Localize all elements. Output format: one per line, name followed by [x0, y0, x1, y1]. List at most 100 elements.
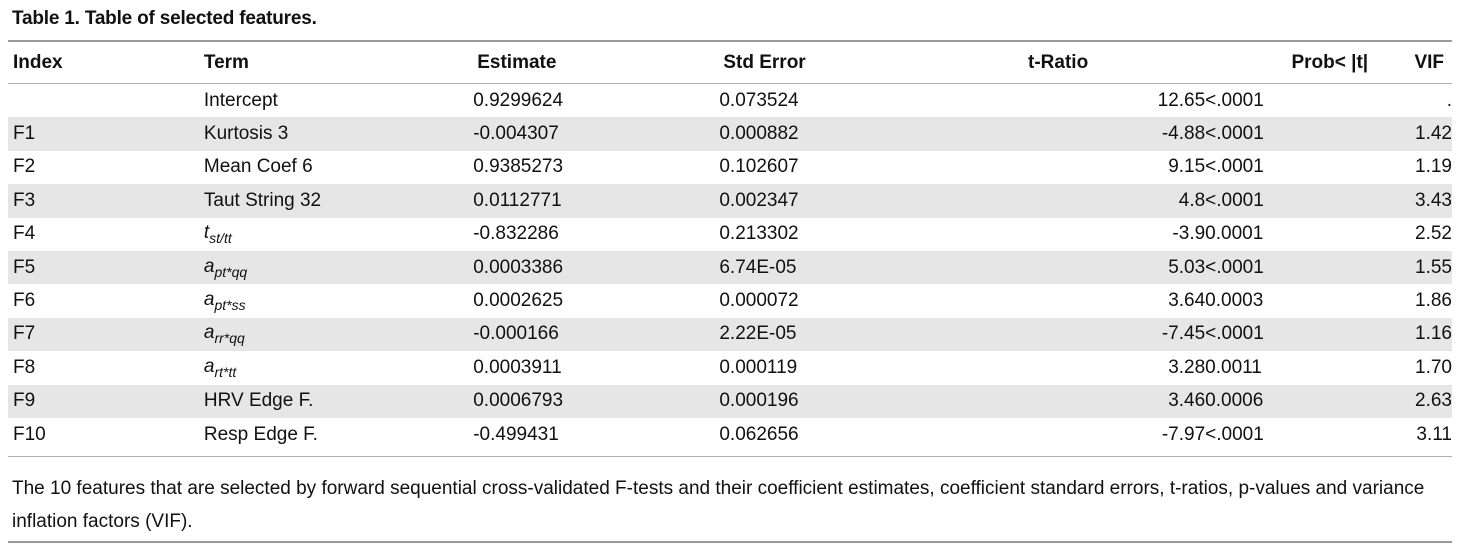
term-cell: tst/tt — [204, 218, 473, 251]
estimate-cell: 0.0002625 — [473, 290, 564, 312]
std-error-cell: 0.000072 — [719, 290, 799, 312]
index-cell: F8 — [13, 356, 36, 378]
estimate-cell: 0.0112771 — [473, 189, 562, 211]
table-row: F3 Taut String 32 0.0112771 0.002347 4.8 <.0… — [8, 184, 1452, 218]
term-symbol: t — [203, 222, 210, 244]
term-subscript: pt*ss — [214, 297, 246, 314]
t-ratio-cell: 9.15 — [1168, 156, 1206, 178]
vif-cell: 1.70 — [1415, 356, 1452, 378]
estimate-cell: -0.832286 — [473, 223, 559, 245]
t-ratio-cell: -7.45 — [1161, 323, 1206, 345]
t-ratio-cell: 5.03 — [1168, 256, 1206, 278]
header-term: Term — [203, 51, 249, 73]
header-vif: VIF — [1414, 51, 1444, 73]
table-row: F1 Kurtosis 3 -0.004307 0.000882 -4.88 <.0001… — [8, 117, 1452, 151]
table-row: Intercept 0.9299624 0.073524 12.65 <.0001. — [8, 84, 1452, 118]
t-ratio-cell: -7.97 — [1161, 423, 1206, 445]
table-row: F2 Mean Coef 6 0.9385273 0.102607 9.15 <.000… — [8, 151, 1452, 184]
vif-cell: 1.16 — [1415, 323, 1452, 345]
term-cell: HRV Edge F. — [203, 390, 314, 412]
table-caption: Table 1. Table of selected features. — [12, 8, 317, 29]
term-cell: art*tt — [204, 351, 473, 384]
table-row: F6 apt*ss 0.0002625 0.000072 3.64 0.0003 1.86 — [8, 284, 1452, 317]
estimate-cell: 0.9299624 — [473, 89, 564, 111]
term-subscript: pt*qq — [214, 263, 248, 280]
table-row: F8 art*tt 0.0003911 0.000119 3.28 0.0011 1.70 — [8, 351, 1452, 384]
table-row: F4 tst/tt -0.832286 0.213302 -3.9 0.0001 2.52 — [8, 218, 1452, 251]
index-cell: F1 — [13, 123, 36, 145]
std-error-cell: 6.74E-05 — [719, 256, 797, 278]
term-cell: Intercept — [203, 89, 278, 111]
table-row: F10 Resp Edge F. -0.499431 0.062656 -7.97 <.0… — [8, 418, 1452, 451]
prob-cell: <.0001 — [1205, 123, 1264, 145]
vif-cell: 3.11 — [1416, 423, 1452, 445]
prob-cell: 0.0006 — [1205, 390, 1264, 412]
term-cell: Mean Coef 6 — [203, 156, 313, 178]
index-cell: F4 — [13, 223, 36, 245]
std-error-cell: 2.22E-05 — [719, 323, 797, 345]
table-row: F9 HRV Edge F. 0.0006793 0.000196 3.46 0.000… — [8, 384, 1452, 418]
top-rule — [8, 40, 1452, 42]
estimate-cell: 0.0006793 — [473, 390, 564, 412]
index-cell: F9 — [13, 390, 36, 412]
index-cell — [8, 84, 204, 118]
index-cell: F3 — [13, 189, 36, 211]
t-ratio-cell: 3.46 — [1168, 390, 1206, 412]
estimate-cell: -0.000166 — [473, 323, 559, 345]
term-symbol: a — [203, 289, 215, 311]
prob-cell: <.0001 — [1205, 189, 1264, 211]
index-cell: F10 — [13, 423, 46, 445]
estimate-cell: -0.004307 — [473, 123, 559, 145]
index-cell: F6 — [13, 290, 36, 312]
term-symbol: a — [203, 322, 215, 344]
table-footnote: The 10 features that are selected by for… — [12, 478, 1425, 532]
vif-cell: . — [1446, 89, 1452, 111]
header-estimate: Estimate — [477, 51, 557, 73]
header-t-ratio: t-Ratio — [1028, 51, 1089, 73]
vif-cell: 1.19 — [1415, 156, 1452, 178]
prob-cell: 0.0003 — [1205, 290, 1264, 312]
estimate-cell: -0.499431 — [473, 423, 559, 445]
std-error-cell: 0.213302 — [719, 223, 799, 245]
vif-cell: 1.86 — [1415, 290, 1452, 312]
term-subscript: rt*tt — [214, 363, 237, 380]
table-body: Intercept 0.9299624 0.073524 12.65 <.0001. F… — [8, 84, 1452, 452]
header-prob: Prob< |t| — [1291, 51, 1369, 73]
bottom-table-rule — [8, 456, 1452, 457]
std-error-cell: 0.002347 — [719, 189, 799, 211]
term-cell: apt*qq — [204, 251, 473, 284]
std-error-cell: 0.000119 — [719, 356, 798, 378]
term-symbol: a — [203, 255, 215, 277]
std-error-cell: 0.102607 — [719, 156, 799, 178]
header-row: Index Term Estimate Std Error t-Ratio Pr… — [8, 42, 1452, 84]
term-cell: apt*ss — [204, 284, 473, 317]
t-ratio-cell: -3.9 — [1172, 223, 1206, 245]
std-error-cell: 0.062656 — [719, 423, 799, 445]
estimate-cell: 0.0003386 — [473, 256, 564, 278]
index-cell: F5 — [13, 256, 36, 278]
prob-cell: <.0001 — [1205, 256, 1264, 278]
term-subscript: st/tt — [209, 230, 232, 247]
index-cell: F2 — [13, 156, 36, 178]
std-error-cell: 0.073524 — [719, 89, 799, 111]
header-std-error: Std Error — [723, 51, 806, 73]
bottom-rule — [8, 541, 1452, 543]
term-symbol: a — [203, 355, 215, 377]
prob-cell: <.0001 — [1205, 89, 1264, 111]
prob-cell: 0.0011 — [1205, 356, 1262, 378]
features-table: Index Term Estimate Std Error t-Ratio Pr… — [8, 42, 1452, 451]
std-error-cell: 0.000882 — [719, 123, 799, 145]
index-cell: F7 — [13, 323, 36, 345]
term-subscript: rr*qq — [214, 330, 245, 347]
vif-cell: 1.42 — [1415, 123, 1452, 145]
prob-cell: <.0001 — [1205, 156, 1264, 178]
header-index: Index — [13, 51, 63, 73]
t-ratio-cell: 3.28 — [1168, 356, 1206, 378]
prob-cell: <.0001 — [1205, 423, 1264, 445]
t-ratio-cell: 4.8 — [1178, 189, 1206, 211]
table-row: F5 apt*qq 0.0003386 6.74E-05 5.03 <.0001 1.55 — [8, 250, 1452, 285]
vif-cell: 1.55 — [1415, 256, 1452, 278]
term-cell: Kurtosis 3 — [203, 123, 289, 145]
term-cell: Taut String 32 — [203, 189, 322, 211]
estimate-cell: 0.0003911 — [473, 356, 562, 378]
